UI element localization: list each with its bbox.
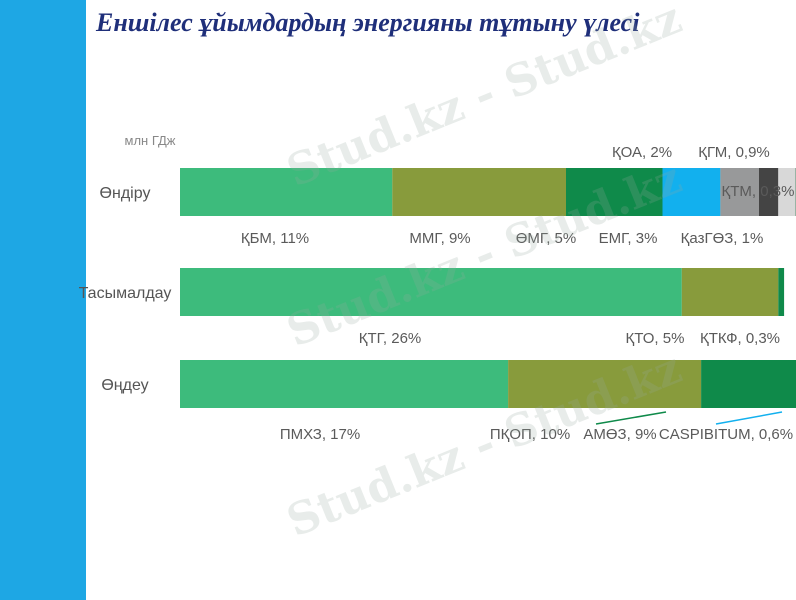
bar-segment bbox=[701, 360, 796, 408]
segment-label: ҚТО, 5% bbox=[626, 330, 685, 347]
leader-line bbox=[595, 411, 667, 425]
segment-label: ҚБМ, 11% bbox=[241, 230, 309, 247]
category-label: Өңдеу bbox=[101, 377, 148, 394]
segment-label: ҚОА, 2% bbox=[612, 144, 672, 161]
bar-segment bbox=[180, 168, 393, 216]
slide-title: Еншілес ұйымдардың энергияны тұтыну үлес… bbox=[96, 8, 640, 37]
bar-segment bbox=[778, 268, 785, 316]
segment-label: АМӨЗ, 9% bbox=[583, 426, 656, 443]
segment-label: ӨМГ, 5% bbox=[516, 230, 576, 247]
unit-label: млн ГДж bbox=[125, 133, 176, 148]
segment-label: ҚТГ, 26% bbox=[359, 330, 422, 347]
bar-segment bbox=[508, 360, 702, 408]
segment-label: ПМХЗ, 17% bbox=[280, 426, 360, 443]
sidebar-accent-bar bbox=[0, 0, 86, 600]
segment-label: ҚТКФ, 0,3% bbox=[700, 330, 780, 347]
bar-segment bbox=[662, 168, 721, 216]
bar-segment bbox=[759, 168, 779, 216]
segment-label: CASPIBITUM, 0,6% bbox=[659, 426, 793, 443]
segment-label: ПҚОП, 10% bbox=[490, 426, 570, 443]
bar-segment bbox=[392, 168, 566, 216]
segment-label: ҚТМ, 0,3% bbox=[722, 183, 795, 200]
segment-label: ММГ, 9% bbox=[409, 230, 470, 247]
category-label: Тасымалдау bbox=[79, 285, 172, 302]
bar-segment bbox=[180, 360, 509, 408]
bar-segment bbox=[778, 168, 796, 216]
category-label: Өндіру bbox=[100, 185, 151, 202]
bar-segment bbox=[681, 268, 779, 316]
bar-segment bbox=[720, 168, 759, 216]
bar-segment bbox=[566, 168, 663, 216]
bar-segment bbox=[180, 268, 682, 316]
segment-label: ҚГМ, 0,9% bbox=[698, 144, 770, 161]
segment-label: ЕМГ, 3% bbox=[599, 230, 658, 247]
leader-line bbox=[715, 411, 783, 425]
segment-label: ҚазГӨЗ, 1% bbox=[681, 230, 764, 247]
